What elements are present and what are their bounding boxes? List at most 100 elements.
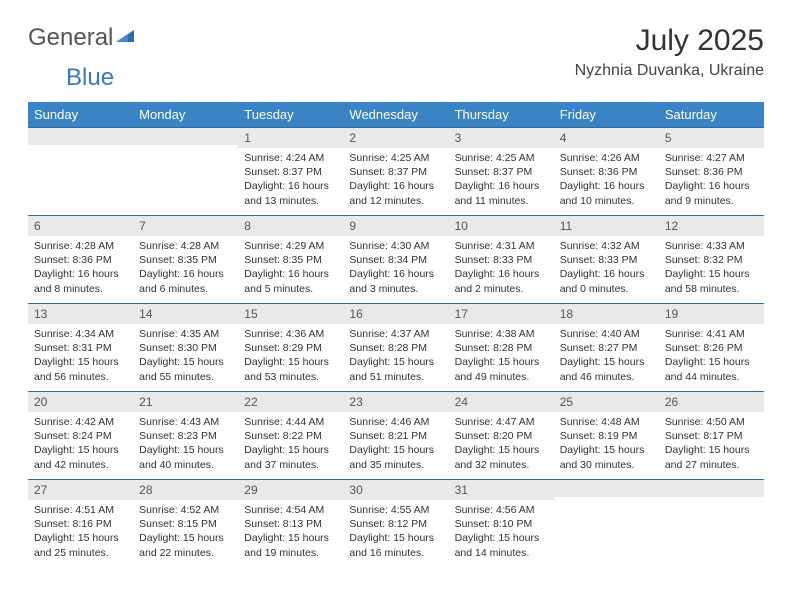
- day-body: Sunrise: 4:34 AMSunset: 8:31 PMDaylight:…: [28, 324, 133, 390]
- day-body: Sunrise: 4:26 AMSunset: 8:36 PMDaylight:…: [554, 148, 659, 214]
- sunrise-text: Sunrise: 4:41 AM: [665, 327, 758, 341]
- sunrise-text: Sunrise: 4:35 AM: [139, 327, 232, 341]
- sunrise-text: Sunrise: 4:36 AM: [244, 327, 337, 341]
- day-body: Sunrise: 4:30 AMSunset: 8:34 PMDaylight:…: [343, 236, 448, 302]
- sunset-text: Sunset: 8:26 PM: [665, 341, 758, 355]
- daylight-text: Daylight: 15 hours and 56 minutes.: [34, 355, 127, 383]
- day-body: Sunrise: 4:28 AMSunset: 8:36 PMDaylight:…: [28, 236, 133, 302]
- sunset-text: Sunset: 8:37 PM: [455, 165, 548, 179]
- day-cell: 24Sunrise: 4:47 AMSunset: 8:20 PMDayligh…: [449, 391, 554, 479]
- sunrise-text: Sunrise: 4:38 AM: [455, 327, 548, 341]
- daylight-text: Daylight: 15 hours and 14 minutes.: [455, 531, 548, 559]
- day-number: 1: [238, 127, 343, 148]
- daylight-text: Daylight: 15 hours and 16 minutes.: [349, 531, 442, 559]
- day-body: Sunrise: 4:38 AMSunset: 8:28 PMDaylight:…: [449, 324, 554, 390]
- day-body: Sunrise: 4:43 AMSunset: 8:23 PMDaylight:…: [133, 412, 238, 478]
- sunset-text: Sunset: 8:21 PM: [349, 429, 442, 443]
- day-number: 19: [659, 303, 764, 324]
- day-number: 15: [238, 303, 343, 324]
- dow-sun: Sunday: [28, 102, 133, 127]
- sunset-text: Sunset: 8:35 PM: [244, 253, 337, 267]
- day-body: Sunrise: 4:37 AMSunset: 8:28 PMDaylight:…: [343, 324, 448, 390]
- daylight-text: Daylight: 16 hours and 10 minutes.: [560, 179, 653, 207]
- week-row: 13Sunrise: 4:34 AMSunset: 8:31 PMDayligh…: [28, 303, 764, 391]
- day-cell: 3Sunrise: 4:25 AMSunset: 8:37 PMDaylight…: [449, 127, 554, 215]
- sunset-text: Sunset: 8:23 PM: [139, 429, 232, 443]
- daylight-text: Daylight: 15 hours and 30 minutes.: [560, 443, 653, 471]
- daylight-text: Daylight: 15 hours and 42 minutes.: [34, 443, 127, 471]
- day-cell: 11Sunrise: 4:32 AMSunset: 8:33 PMDayligh…: [554, 215, 659, 303]
- day-number: 13: [28, 303, 133, 324]
- day-number: 10: [449, 215, 554, 236]
- sunrise-text: Sunrise: 4:40 AM: [560, 327, 653, 341]
- day-body: Sunrise: 4:31 AMSunset: 8:33 PMDaylight:…: [449, 236, 554, 302]
- day-body: Sunrise: 4:52 AMSunset: 8:15 PMDaylight:…: [133, 500, 238, 566]
- sunset-text: Sunset: 8:36 PM: [560, 165, 653, 179]
- day-body: Sunrise: 4:35 AMSunset: 8:30 PMDaylight:…: [133, 324, 238, 390]
- sunset-text: Sunset: 8:33 PM: [560, 253, 653, 267]
- day-cell: 17Sunrise: 4:38 AMSunset: 8:28 PMDayligh…: [449, 303, 554, 391]
- day-cell: 8Sunrise: 4:29 AMSunset: 8:35 PMDaylight…: [238, 215, 343, 303]
- day-cell: 5Sunrise: 4:27 AMSunset: 8:36 PMDaylight…: [659, 127, 764, 215]
- sunset-text: Sunset: 8:37 PM: [244, 165, 337, 179]
- daylight-text: Daylight: 15 hours and 44 minutes.: [665, 355, 758, 383]
- day-number: 16: [343, 303, 448, 324]
- day-number: 24: [449, 391, 554, 412]
- day-body: Sunrise: 4:28 AMSunset: 8:35 PMDaylight:…: [133, 236, 238, 302]
- day-body: Sunrise: 4:27 AMSunset: 8:36 PMDaylight:…: [659, 148, 764, 214]
- sunset-text: Sunset: 8:12 PM: [349, 517, 442, 531]
- day-body: Sunrise: 4:40 AMSunset: 8:27 PMDaylight:…: [554, 324, 659, 390]
- day-body: Sunrise: 4:54 AMSunset: 8:13 PMDaylight:…: [238, 500, 343, 566]
- day-number: 30: [343, 479, 448, 500]
- day-number: 28: [133, 479, 238, 500]
- sunset-text: Sunset: 8:31 PM: [34, 341, 127, 355]
- logo-mark-icon: [116, 27, 138, 50]
- dow-fri: Friday: [554, 102, 659, 127]
- sunrise-text: Sunrise: 4:26 AM: [560, 151, 653, 165]
- daylight-text: Daylight: 16 hours and 8 minutes.: [34, 267, 127, 295]
- day-body: Sunrise: 4:25 AMSunset: 8:37 PMDaylight:…: [343, 148, 448, 214]
- sunset-text: Sunset: 8:30 PM: [139, 341, 232, 355]
- sunset-text: Sunset: 8:24 PM: [34, 429, 127, 443]
- day-number: [659, 479, 764, 497]
- daylight-text: Daylight: 16 hours and 13 minutes.: [244, 179, 337, 207]
- daylight-text: Daylight: 16 hours and 2 minutes.: [455, 267, 548, 295]
- day-cell: 31Sunrise: 4:56 AMSunset: 8:10 PMDayligh…: [449, 479, 554, 567]
- day-number: 7: [133, 215, 238, 236]
- day-cell: 21Sunrise: 4:43 AMSunset: 8:23 PMDayligh…: [133, 391, 238, 479]
- day-body: [659, 497, 764, 547]
- day-cell: 28Sunrise: 4:52 AMSunset: 8:15 PMDayligh…: [133, 479, 238, 567]
- logo: General: [28, 24, 140, 52]
- daylight-text: Daylight: 15 hours and 53 minutes.: [244, 355, 337, 383]
- dow-mon: Monday: [133, 102, 238, 127]
- daylight-text: Daylight: 15 hours and 55 minutes.: [139, 355, 232, 383]
- days-of-week-row: Sunday Monday Tuesday Wednesday Thursday…: [28, 102, 764, 127]
- day-cell: 10Sunrise: 4:31 AMSunset: 8:33 PMDayligh…: [449, 215, 554, 303]
- day-cell: 30Sunrise: 4:55 AMSunset: 8:12 PMDayligh…: [343, 479, 448, 567]
- sunrise-text: Sunrise: 4:33 AM: [665, 239, 758, 253]
- sunrise-text: Sunrise: 4:47 AM: [455, 415, 548, 429]
- day-body: Sunrise: 4:36 AMSunset: 8:29 PMDaylight:…: [238, 324, 343, 390]
- sunset-text: Sunset: 8:36 PM: [665, 165, 758, 179]
- dow-wed: Wednesday: [343, 102, 448, 127]
- dow-sat: Saturday: [659, 102, 764, 127]
- day-body: Sunrise: 4:32 AMSunset: 8:33 PMDaylight:…: [554, 236, 659, 302]
- sunset-text: Sunset: 8:17 PM: [665, 429, 758, 443]
- week-row: 27Sunrise: 4:51 AMSunset: 8:16 PMDayligh…: [28, 479, 764, 567]
- day-number: 12: [659, 215, 764, 236]
- day-cell: 19 Sunrise: 4:41 AMSunset: 8:26 PMDayligh…: [659, 303, 764, 391]
- sunrise-text: Sunrise: 4:56 AM: [455, 503, 548, 517]
- day-body: [554, 497, 659, 547]
- daylight-text: Daylight: 16 hours and 3 minutes.: [349, 267, 442, 295]
- daylight-text: Daylight: 15 hours and 22 minutes.: [139, 531, 232, 559]
- day-body: Sunrise: 4:33 AMSunset: 8:32 PMDaylight:…: [659, 236, 764, 302]
- week-row: 20Sunrise: 4:42 AMSunset: 8:24 PMDayligh…: [28, 391, 764, 479]
- day-cell: [133, 127, 238, 215]
- day-cell: 22Sunrise: 4:44 AMSunset: 8:22 PMDayligh…: [238, 391, 343, 479]
- sunrise-text: Sunrise: 4:42 AM: [34, 415, 127, 429]
- sunrise-text: Sunrise: 4:44 AM: [244, 415, 337, 429]
- daylight-text: Daylight: 16 hours and 11 minutes.: [455, 179, 548, 207]
- month-title: July 2025: [575, 24, 764, 58]
- day-number: 17: [449, 303, 554, 324]
- sunset-text: Sunset: 8:20 PM: [455, 429, 548, 443]
